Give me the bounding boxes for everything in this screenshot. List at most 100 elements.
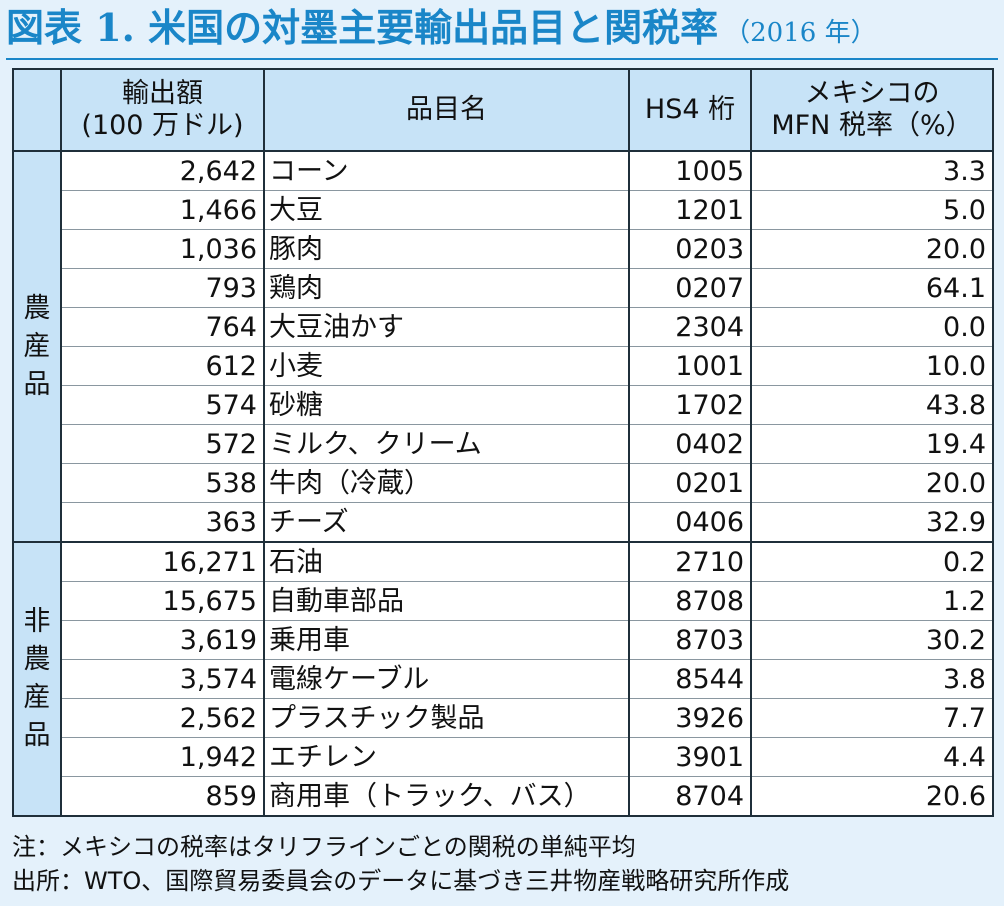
cell-export-value: 574 (61, 385, 265, 425)
table-row: 非農産品 16,271 石油 2710 0.2 (12, 542, 994, 817)
cell-export-value: 1,036 (61, 229, 265, 269)
cell-item-name: 牛肉（冷蔵） (264, 463, 630, 503)
cell-hs4: 0406 (629, 502, 752, 543)
cell-item-name: エチレン (264, 737, 630, 777)
cell-export-value: 764 (61, 307, 265, 347)
cell-item-name: 鶏肉 (264, 268, 630, 308)
cell-item-name: 電線ケーブル (264, 659, 630, 699)
cell-hs4: 2304 (629, 307, 752, 347)
table-body: 農産品 2,642 コーン 1005 3.3 1,466 大豆 1201 5.0 1,036 豚肉 0… (12, 151, 994, 817)
group-agri-label: 農産品 (12, 151, 62, 543)
header-corner (12, 68, 62, 152)
table-header-row: 輸出額 (100 万ドル) 品目名 HS4 桁 メキシコの MFN 税率（%） (12, 68, 994, 152)
header-mfn-line2: MFN 税率（%） (771, 110, 973, 141)
cell-hs4: 0203 (629, 229, 752, 269)
cell-hs4: 0402 (629, 424, 752, 464)
table-row: 農産品 2,642 コーン 1005 3.3 (12, 151, 994, 543)
cell-hs4: 1001 (629, 346, 752, 386)
header-hs4: HS4 桁 (629, 68, 752, 152)
cell-mfn-rate: 32.9 (751, 502, 994, 543)
table-row: 1,942 エチレン 3901 4.4 (13, 737, 994, 777)
cell-hs4: 1201 (629, 190, 752, 230)
table-row: 1,036 豚肉 0203 20.0 (13, 229, 994, 269)
cell-export-value: 2,562 (61, 698, 265, 738)
cell-mfn-rate: 30.2 (751, 620, 994, 660)
cell-item-name: 大豆 (264, 190, 630, 230)
cell-export-value: 16,271 (61, 542, 265, 582)
table-row: 363 チーズ 0406 32.9 (13, 502, 994, 543)
cell-export-value: 15,675 (61, 581, 265, 621)
cell-mfn-rate: 5.0 (751, 190, 994, 230)
cell-mfn-rate: 1.2 (751, 581, 994, 621)
table-row: 572 ミルク、クリーム 0402 19.4 (13, 424, 994, 464)
group-nonagri-text: 非農産品 (23, 606, 51, 751)
cell-hs4: 2710 (629, 542, 752, 582)
cell-hs4: 1005 (629, 151, 752, 191)
table-row: 764 大豆油かす 2304 0.0 (13, 307, 994, 347)
cell-mfn-rate: 20.0 (751, 229, 994, 269)
cell-export-value: 572 (61, 424, 265, 464)
cell-export-value: 3,574 (61, 659, 265, 699)
footnotes: 注：メキシコの税率はタリフラインごとの関税の単純平均 出所：WTO、国際貿易委員… (12, 830, 997, 898)
cell-mfn-rate: 10.0 (751, 346, 994, 386)
header-mfn-rate: メキシコの MFN 税率（%） (751, 68, 994, 152)
cell-mfn-rate: 20.6 (751, 776, 994, 817)
cell-mfn-rate: 64.1 (751, 268, 994, 308)
cell-item-name: 大豆油かす (264, 307, 630, 347)
cell-item-name: コーン (264, 151, 630, 191)
cell-item-name: 豚肉 (264, 229, 630, 269)
cell-export-value: 859 (61, 776, 265, 817)
table-row: 538 牛肉（冷蔵） 0201 20.0 (13, 463, 994, 503)
cell-export-value: 363 (61, 502, 265, 543)
header-export-line1: 輸出額 (122, 78, 203, 109)
cell-mfn-rate: 20.0 (751, 463, 994, 503)
cell-export-value: 1,942 (61, 737, 265, 777)
title-text: 図表 1. 米国の対墨主要輸出品目と関税率 (6, 5, 719, 50)
header-export-value: 輸出額 (100 万ドル) (61, 68, 265, 152)
cell-item-name: ミルク、クリーム (264, 424, 630, 464)
cell-mfn-rate: 3.8 (751, 659, 994, 699)
cell-item-name: 砂糖 (264, 385, 630, 425)
source-text: 出所：WTO、国際貿易委員会のデータに基づき三井物産戦略研究所作成 (12, 867, 790, 895)
page-title: 図表 1. 米国の対墨主要輸出品目と関税率 （2016 年） (6, 2, 877, 54)
cell-item-name: 自動車部品 (264, 581, 630, 621)
cell-mfn-rate: 0.0 (751, 307, 994, 347)
table-row: 859 商用車（トラック、バス） 8704 20.6 (13, 776, 994, 817)
table-row: 3,619 乗用車 8703 30.2 (13, 620, 994, 660)
cell-mfn-rate: 7.7 (751, 698, 994, 738)
cell-mfn-rate: 43.8 (751, 385, 994, 425)
cell-export-value: 612 (61, 346, 265, 386)
cell-hs4: 1702 (629, 385, 752, 425)
title-year: （2016 年） (724, 18, 877, 48)
export-tariff-table: 輸出額 (100 万ドル) 品目名 HS4 桁 メキシコの MFN 税率（%） 農産… (12, 68, 994, 817)
cell-export-value: 1,466 (61, 190, 265, 230)
group-nonagri-label: 非農産品 (12, 542, 62, 817)
cell-item-name: 石油 (264, 542, 630, 582)
cell-hs4: 8704 (629, 776, 752, 817)
cell-hs4: 0201 (629, 463, 752, 503)
header-export-line2: (100 万ドル) (81, 110, 244, 141)
cell-item-name: 商用車（トラック、バス） (264, 776, 630, 817)
header-item-name: 品目名 (264, 68, 630, 152)
cell-item-name: チーズ (264, 502, 630, 543)
title-rule (6, 58, 998, 60)
cell-hs4: 3926 (629, 698, 752, 738)
cell-hs4: 3901 (629, 737, 752, 777)
cell-item-name: プラスチック製品 (264, 698, 630, 738)
table-row: 574 砂糖 1702 43.8 (13, 385, 994, 425)
table-row: 2,562 プラスチック製品 3926 7.7 (13, 698, 994, 738)
table-row: 3,574 電線ケーブル 8544 3.8 (13, 659, 994, 699)
table-row: 612 小麦 1001 10.0 (13, 346, 994, 386)
cell-hs4: 8544 (629, 659, 752, 699)
cell-item-name: 乗用車 (264, 620, 630, 660)
group-agri-text: 農産品 (23, 292, 51, 400)
cell-export-value: 538 (61, 463, 265, 503)
table-row: 793 鶏肉 0207 64.1 (13, 268, 994, 308)
table-row: 15,675 自動車部品 8708 1.2 (13, 581, 994, 621)
cell-mfn-rate: 3.3 (751, 151, 994, 191)
note-text: 注：メキシコの税率はタリフラインごとの関税の単純平均 (12, 833, 636, 861)
cell-mfn-rate: 19.4 (751, 424, 994, 464)
cell-hs4: 8708 (629, 581, 752, 621)
cell-mfn-rate: 0.2 (751, 542, 994, 582)
table-row: 1,466 大豆 1201 5.0 (13, 190, 994, 230)
